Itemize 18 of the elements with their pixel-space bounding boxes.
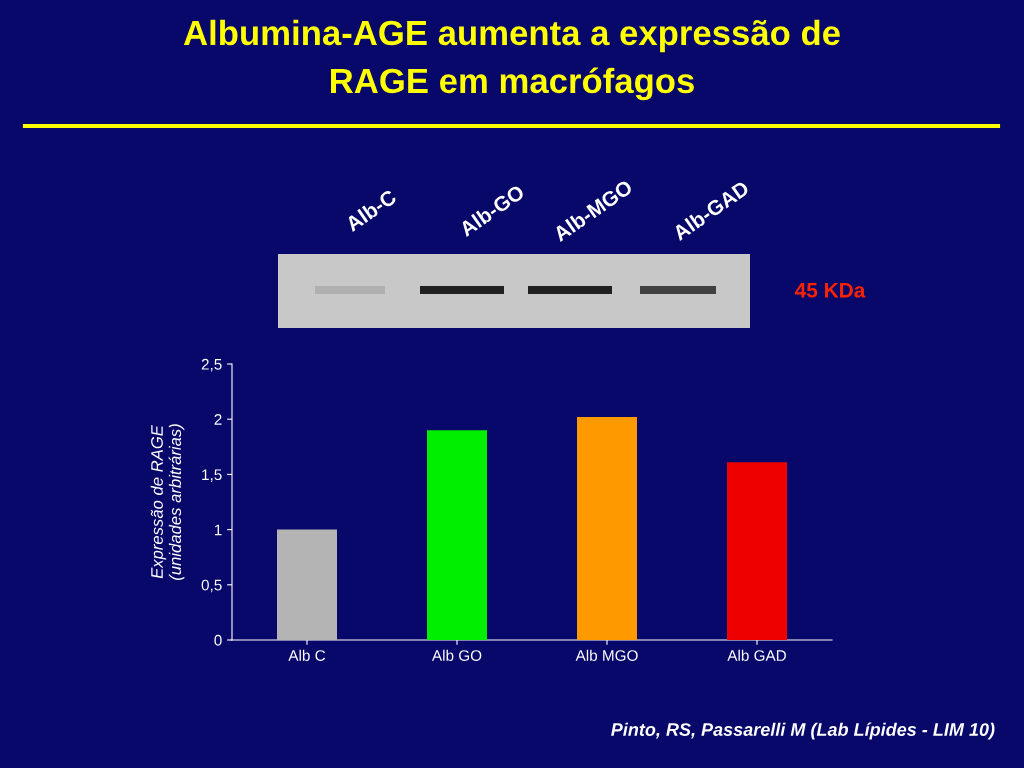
bar bbox=[577, 416, 637, 640]
chart-title: Albumina-AGE aumenta a expressão de RAGE em macrófagos bbox=[183, 19, 840, 101]
y-tick-label: 0,5 bbox=[201, 579, 222, 593]
bar bbox=[727, 462, 787, 640]
text: 45 KDa bbox=[795, 283, 866, 298]
y-tick-label: 1,5 bbox=[202, 469, 222, 482]
y-tick-label: 0 bbox=[214, 634, 222, 646]
bar bbox=[277, 529, 337, 640]
x-tick-label: Alb C bbox=[288, 649, 326, 661]
text: Pinto, RS, Passarelli M (Lab Lípides - LIM 10) bbox=[611, 722, 995, 740]
y-tick-label: 2 bbox=[214, 414, 222, 425]
bar bbox=[427, 430, 487, 640]
x-tick-label: Alb MGO bbox=[575, 649, 638, 661]
x-tick-label: Alb GO bbox=[431, 649, 482, 661]
x-tick-label: Alb GAD bbox=[727, 649, 786, 661]
y-tick-label: 2,5 bbox=[201, 358, 222, 372]
y-tick-label: 1 bbox=[214, 524, 222, 536]
y-axis-title: Expressão de RAGE (unidades arbitrárias) bbox=[150, 424, 185, 580]
